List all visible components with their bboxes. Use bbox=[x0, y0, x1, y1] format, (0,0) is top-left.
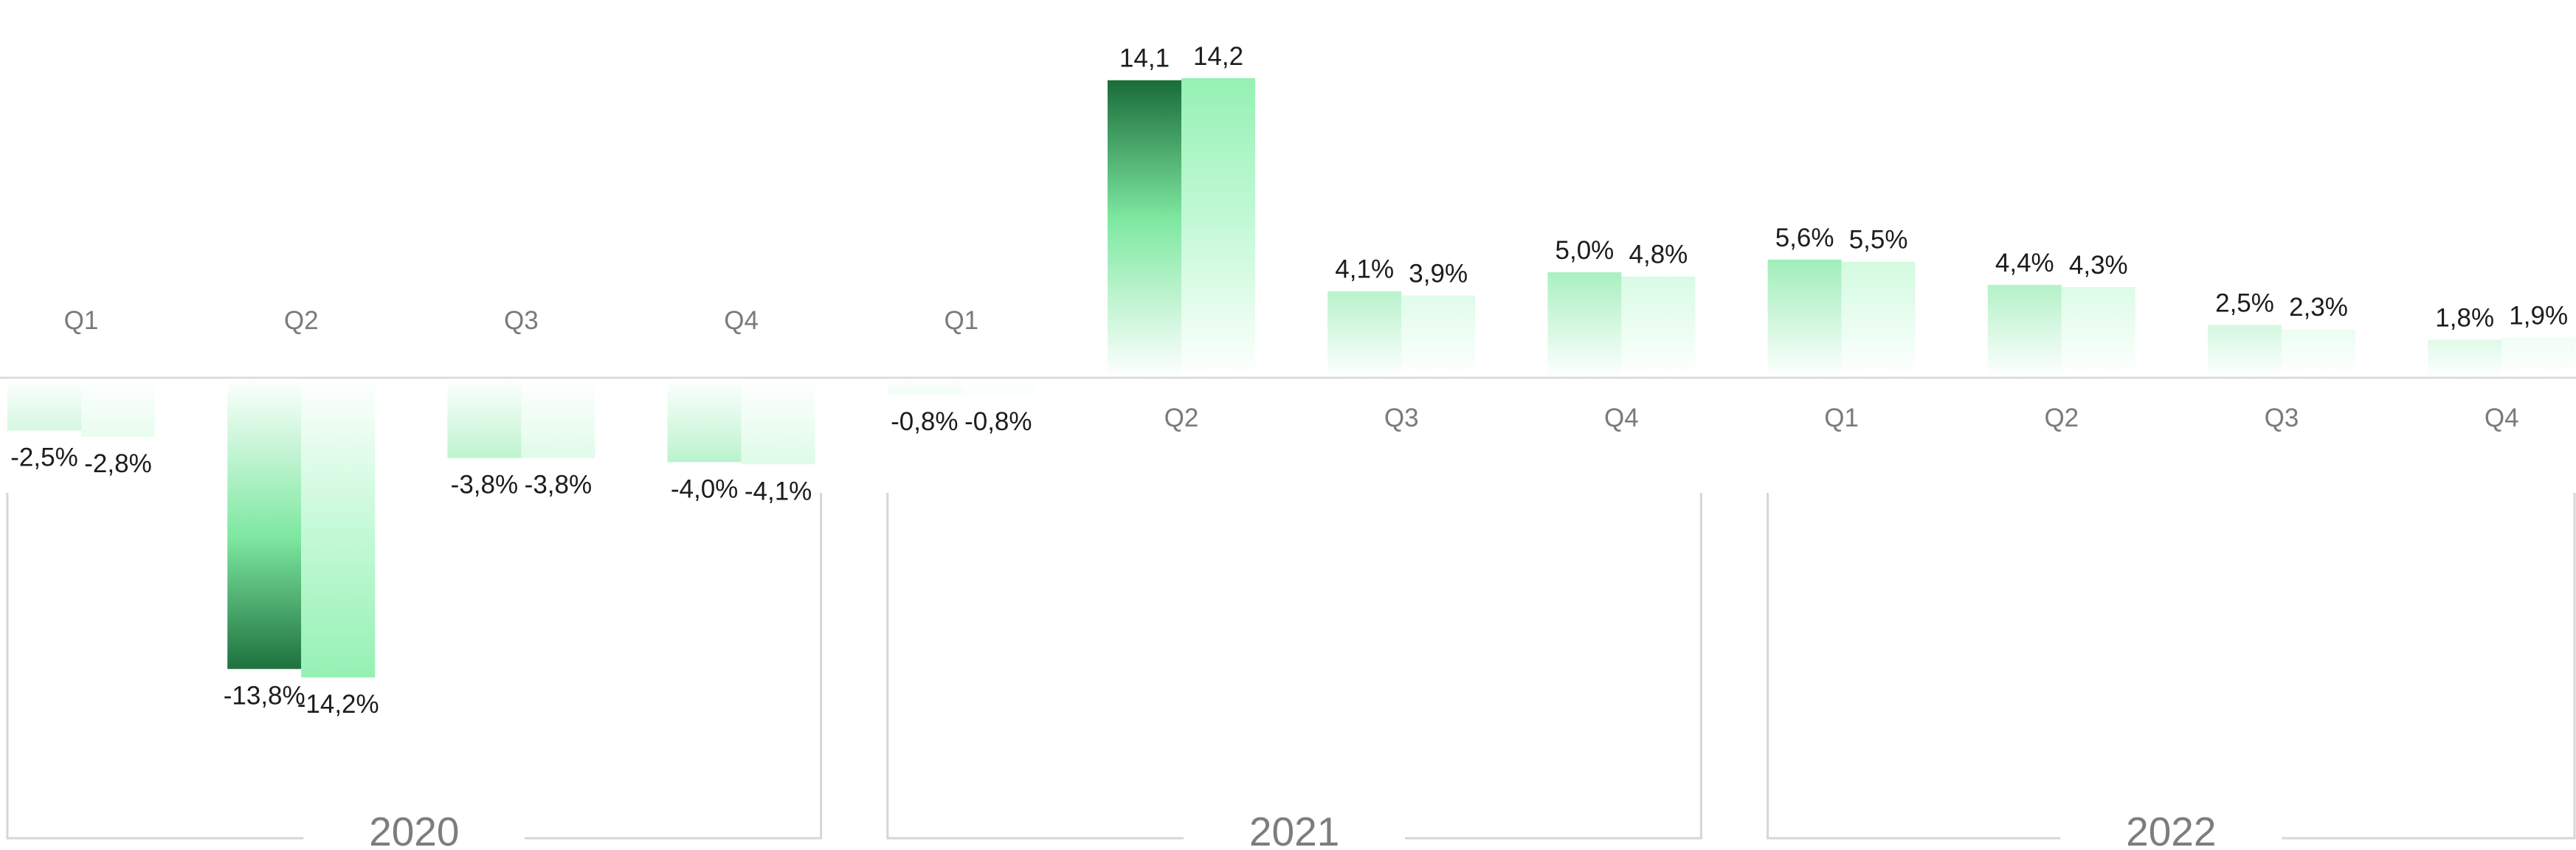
bar-2022-q2-series-2 bbox=[2061, 287, 2135, 378]
value-label: 2,5% bbox=[2215, 289, 2274, 318]
bar-2021-q1-series-2 bbox=[961, 378, 1035, 395]
year-frame-2022 bbox=[1767, 493, 2576, 840]
bar-2020-q3-series-1 bbox=[447, 378, 522, 458]
value-label: 14,2 bbox=[1193, 42, 1243, 71]
value-label: 1,8% bbox=[2435, 304, 2494, 333]
bar-2020-q3-series-2 bbox=[521, 378, 595, 458]
quarter-label: Q3 bbox=[2265, 404, 2299, 432]
bar-2022-q4-series-2 bbox=[2501, 337, 2576, 378]
bars bbox=[7, 77, 2576, 678]
quarter-label: Q1 bbox=[944, 306, 978, 335]
bar-2021-q3-series-2 bbox=[1401, 295, 1476, 378]
bar-2021-q4-series-1 bbox=[1547, 272, 1622, 378]
value-label: -13,8% bbox=[224, 682, 305, 711]
quarter-label: Q3 bbox=[1384, 404, 1419, 432]
year-frame-2020 bbox=[6, 493, 823, 840]
bar-2020-q1-series-2 bbox=[81, 378, 155, 438]
value-label: 2,3% bbox=[2289, 293, 2348, 322]
year-labels: 2020 2021 2022 bbox=[369, 809, 2216, 850]
value-label: 14,1 bbox=[1119, 44, 1170, 73]
bar-2020-q2-series-1 bbox=[227, 378, 302, 669]
bar-2022-q1-series-2 bbox=[1841, 261, 1916, 378]
quarter-label: Q4 bbox=[724, 306, 759, 335]
value-label: 3,9% bbox=[1409, 259, 1468, 288]
bar-2020-q4-series-2 bbox=[741, 378, 815, 465]
bar-2022-q4-series-1 bbox=[2428, 339, 2502, 378]
quarter-label: Q2 bbox=[1164, 404, 1199, 432]
value-label: 4,3% bbox=[2069, 251, 2128, 280]
value-label: 4,4% bbox=[1995, 249, 2054, 277]
value-label: -2,5% bbox=[10, 443, 77, 472]
bar-2020-q4-series-1 bbox=[667, 378, 742, 463]
value-label: 5,0% bbox=[1555, 236, 1615, 265]
quarter-labels: Q1 Q2 Q3 Q4 Q1 Q2 Q3 Q4 Q1 Q2 Q3 Q4 bbox=[64, 306, 2519, 432]
value-label: -3,8% bbox=[525, 471, 592, 500]
value-label: -2,8% bbox=[84, 449, 151, 478]
quarter-label: Q4 bbox=[2485, 404, 2519, 432]
value-labels: -2,5% -2,8% -13,8%-14,2% -3,8% -3,8% -4,0% -4,… bbox=[10, 42, 2568, 719]
bar-2021-q4-series-2 bbox=[1621, 276, 1696, 378]
value-label: 4,8% bbox=[1629, 241, 1688, 269]
value-label: -4,1% bbox=[745, 477, 812, 505]
quarter-label: Q2 bbox=[284, 306, 319, 335]
bar-2021-q2-series-1 bbox=[1108, 80, 1181, 379]
value-label: 5,5% bbox=[1849, 226, 1908, 255]
value-label: 1,9% bbox=[2509, 302, 2568, 331]
year-frames bbox=[6, 493, 2576, 840]
bar-2022-q1-series-1 bbox=[1767, 259, 1842, 378]
quarter-label: Q1 bbox=[64, 306, 99, 335]
year-label-2022: 2022 bbox=[2126, 809, 2216, 850]
bar-2022-q3-series-2 bbox=[2282, 329, 2355, 378]
year-label-2021: 2021 bbox=[1249, 809, 1339, 850]
value-label: -0,8% bbox=[891, 407, 958, 436]
value-label: -0,8% bbox=[964, 407, 1032, 436]
bar-2021-q3-series-1 bbox=[1327, 291, 1402, 378]
bar-2022-q2-series-1 bbox=[1987, 285, 2062, 378]
year-label-2020: 2020 bbox=[369, 809, 459, 850]
bar-2021-q1-series-1 bbox=[887, 378, 961, 395]
value-label: 5,6% bbox=[1775, 224, 1834, 252]
quarter-label: Q2 bbox=[2044, 404, 2079, 432]
value-label: 4,1% bbox=[1335, 255, 1394, 284]
bar-2020-q2-series-2 bbox=[301, 378, 376, 678]
bar-2020-q1-series-1 bbox=[7, 378, 81, 431]
value-label: -3,8% bbox=[451, 471, 518, 500]
value-label: -14,2% bbox=[297, 690, 379, 719]
value-label: -4,0% bbox=[671, 474, 738, 503]
quarter-label: Q4 bbox=[1604, 404, 1639, 432]
quarter-label: Q3 bbox=[504, 306, 539, 335]
bar-2021-q2-series-2 bbox=[1181, 77, 1255, 378]
bar-2022-q3-series-1 bbox=[2208, 325, 2282, 378]
year-frame-2021 bbox=[886, 493, 1702, 840]
quarter-label: Q1 bbox=[1824, 404, 1859, 432]
